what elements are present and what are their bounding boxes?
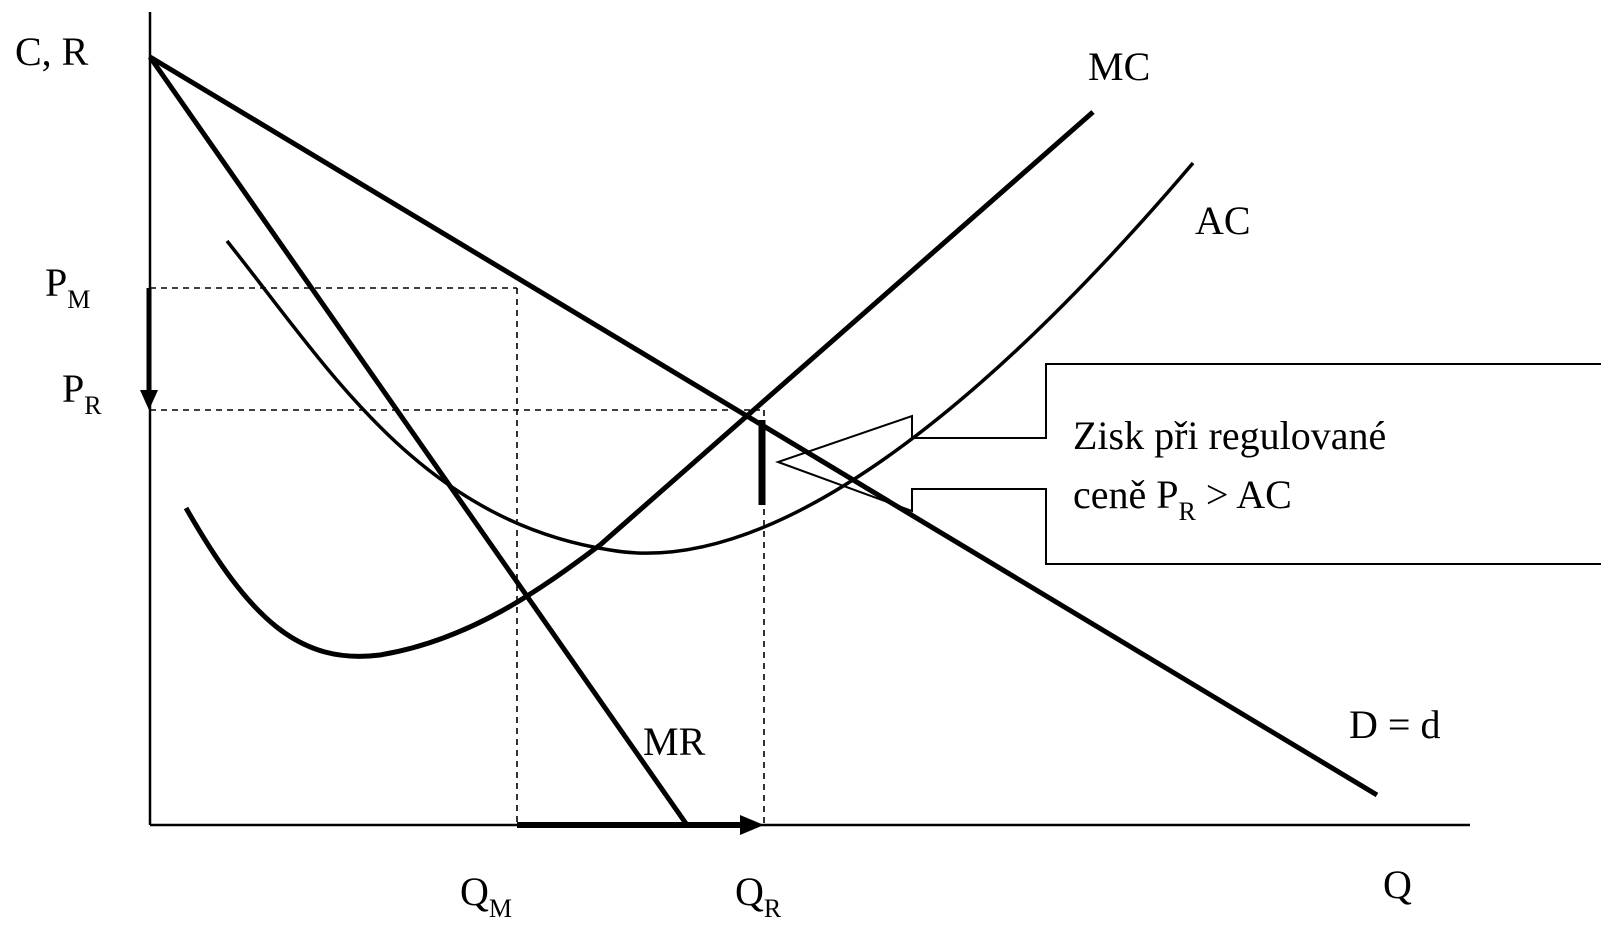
mr-label: MR (643, 719, 706, 764)
qm-label: QM (460, 869, 512, 923)
x-axis-label: Q (1383, 862, 1412, 907)
callout-box-outline (775, 363, 1601, 565)
ac-label: AC (1195, 198, 1251, 243)
callout-text-line2: ceně PR > AC (1073, 472, 1292, 526)
demand-label: D = d (1349, 702, 1440, 747)
pr-label-sub: R (84, 391, 102, 420)
quantity-increase-arrowhead (740, 815, 764, 835)
price-drop-arrowhead (140, 390, 158, 410)
qr-label-main: Q (735, 869, 764, 914)
pm-label: PM (45, 260, 90, 314)
y-axis-label: C, R (15, 29, 89, 74)
mc-label: MC (1088, 44, 1150, 89)
pr-label: PR (62, 366, 102, 420)
callout-line2-post: > AC (1196, 472, 1292, 517)
qm-label-sub: M (489, 894, 512, 923)
qr-label: QR (735, 869, 782, 923)
qm-label-main: Q (460, 869, 489, 914)
pm-label-sub: M (67, 285, 90, 314)
ac-curve (225, 161, 1195, 555)
mr-curve (147, 55, 690, 827)
pm-label-main: P (45, 260, 67, 305)
callout-line2-sub: R (1179, 497, 1197, 526)
mc-curve (183, 110, 1095, 659)
callout-text-line1: Zisk při regulované (1073, 413, 1386, 458)
pr-label-main: P (62, 366, 84, 411)
qr-label-sub: R (764, 894, 782, 923)
callout-line2-pre: ceně P (1073, 472, 1179, 517)
